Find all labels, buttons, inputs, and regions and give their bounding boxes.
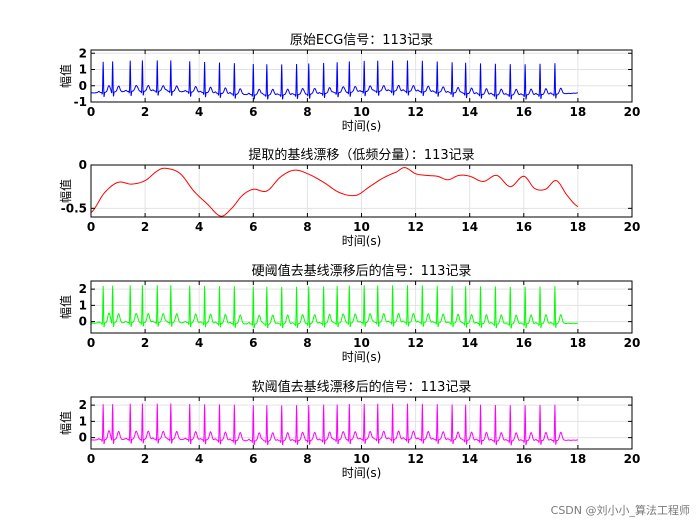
y-tick-label: 2 bbox=[79, 282, 87, 296]
x-tick-label: 16 bbox=[515, 336, 532, 350]
x-tick-label: 14 bbox=[461, 220, 478, 234]
x-tick-label: 2 bbox=[141, 452, 149, 466]
x-tick-label: 12 bbox=[407, 220, 424, 234]
x-tick-label: 2 bbox=[141, 105, 149, 119]
y-axis-label: 幅值 bbox=[58, 411, 73, 435]
y-tick-label: 2 bbox=[79, 46, 87, 60]
x-tick-label: 0 bbox=[87, 105, 95, 119]
x-tick-label: 6 bbox=[249, 452, 257, 466]
subplot-title: 软阈值去基线漂移后的信号：113记录 bbox=[252, 379, 472, 395]
x-tick-label: 0 bbox=[87, 220, 95, 234]
subplot-4: 0 2 4 6 8 10 12 14 16 18 20012软阈值去基线漂移后的信号：113记录时间… bbox=[58, 379, 640, 480]
y-tick-label: 1 bbox=[79, 298, 87, 312]
x-axis-label: 时间(s) bbox=[342, 119, 382, 133]
x-tick-label: 6 bbox=[249, 220, 257, 234]
y-tick-label: 2 bbox=[79, 398, 87, 412]
y-tick-label: 0 bbox=[79, 431, 87, 445]
subplots: 0 2 4 6 8 10 12 14 16 18 20-1012原始ECG信号：113记录时间(s)… bbox=[58, 33, 640, 480]
x-tick-label: 14 bbox=[461, 452, 478, 466]
watermark: CSDN @刘小小_算法工程师 bbox=[551, 503, 690, 517]
x-tick-label: 2 bbox=[141, 220, 149, 234]
x-tick-label: 20 bbox=[624, 105, 641, 119]
subplot-title: 提取的基线漂移（低频分量）：113记录 bbox=[248, 147, 474, 163]
y-tick-label: -0.5 bbox=[61, 201, 87, 215]
y-tick-label: 0 bbox=[79, 79, 87, 93]
x-tick-label: 10 bbox=[353, 452, 370, 466]
x-tick-label: 20 bbox=[624, 336, 641, 350]
x-tick-label: 12 bbox=[407, 452, 424, 466]
x-tick-label: 18 bbox=[570, 220, 587, 234]
x-tick-label: 8 bbox=[303, 452, 311, 466]
x-tick-label: 4 bbox=[195, 105, 203, 119]
y-tick-label: 0 bbox=[79, 315, 87, 329]
x-tick-label: 10 bbox=[353, 220, 370, 234]
x-axis-label: 时间(s) bbox=[342, 466, 382, 480]
y-axis-label: 幅值 bbox=[58, 179, 73, 203]
x-tick-label: 20 bbox=[624, 220, 641, 234]
x-tick-label: 14 bbox=[461, 336, 478, 350]
x-tick-label: 18 bbox=[570, 105, 587, 119]
x-tick-label: 16 bbox=[515, 105, 532, 119]
x-tick-label: 10 bbox=[353, 105, 370, 119]
x-tick-label: 8 bbox=[303, 220, 311, 234]
x-tick-label: 18 bbox=[570, 336, 587, 350]
y-tick-label: -1 bbox=[74, 95, 87, 109]
series-line bbox=[90, 403, 578, 446]
x-tick-label: 6 bbox=[249, 105, 257, 119]
x-tick-label: 4 bbox=[195, 220, 203, 234]
x-axis-label: 时间(s) bbox=[342, 234, 382, 248]
x-tick-label: 16 bbox=[515, 220, 532, 234]
subplot-3: 0 2 4 6 8 10 12 14 16 18 20012硬阈值去基线漂移后的信号：113记录时间… bbox=[58, 263, 640, 364]
series-line bbox=[90, 285, 578, 329]
x-tick-label: 8 bbox=[303, 336, 311, 350]
x-axis-label: 时间(s) bbox=[342, 350, 382, 364]
y-tick-label: 1 bbox=[79, 414, 87, 428]
y-tick-label: 0 bbox=[79, 158, 87, 172]
x-tick-label: 0 bbox=[87, 452, 95, 466]
subplot-title: 硬阈值去基线漂移后的信号：113记录 bbox=[252, 263, 472, 279]
subplot-title: 原始ECG信号：113记录 bbox=[290, 33, 433, 48]
x-tick-label: 12 bbox=[407, 105, 424, 119]
y-axis-label: 幅值 bbox=[58, 295, 73, 319]
x-tick-label: 10 bbox=[353, 336, 370, 350]
series-line bbox=[90, 60, 578, 100]
series-line bbox=[90, 167, 579, 217]
x-tick-label: 6 bbox=[249, 336, 257, 350]
x-tick-label: 18 bbox=[570, 452, 587, 466]
x-tick-label: 16 bbox=[515, 452, 532, 466]
y-tick-label: 1 bbox=[79, 63, 87, 77]
subplot-2: 0 2 4 6 8 10 12 14 16 18 20-0.50提取的基线漂移（低频分量）：113记… bbox=[58, 147, 640, 248]
x-tick-label: 20 bbox=[624, 452, 641, 466]
x-tick-label: 12 bbox=[407, 336, 424, 350]
subplot-1: 0 2 4 6 8 10 12 14 16 18 20-1012原始ECG信号：113记录时间(s)… bbox=[58, 33, 640, 133]
x-tick-label: 4 bbox=[195, 336, 203, 350]
x-tick-label: 8 bbox=[303, 105, 311, 119]
y-axis-label: 幅值 bbox=[58, 64, 73, 88]
x-tick-label: 4 bbox=[195, 452, 203, 466]
x-tick-label: 2 bbox=[141, 336, 149, 350]
x-tick-label: 14 bbox=[461, 105, 478, 119]
x-tick-label: 0 bbox=[87, 336, 95, 350]
